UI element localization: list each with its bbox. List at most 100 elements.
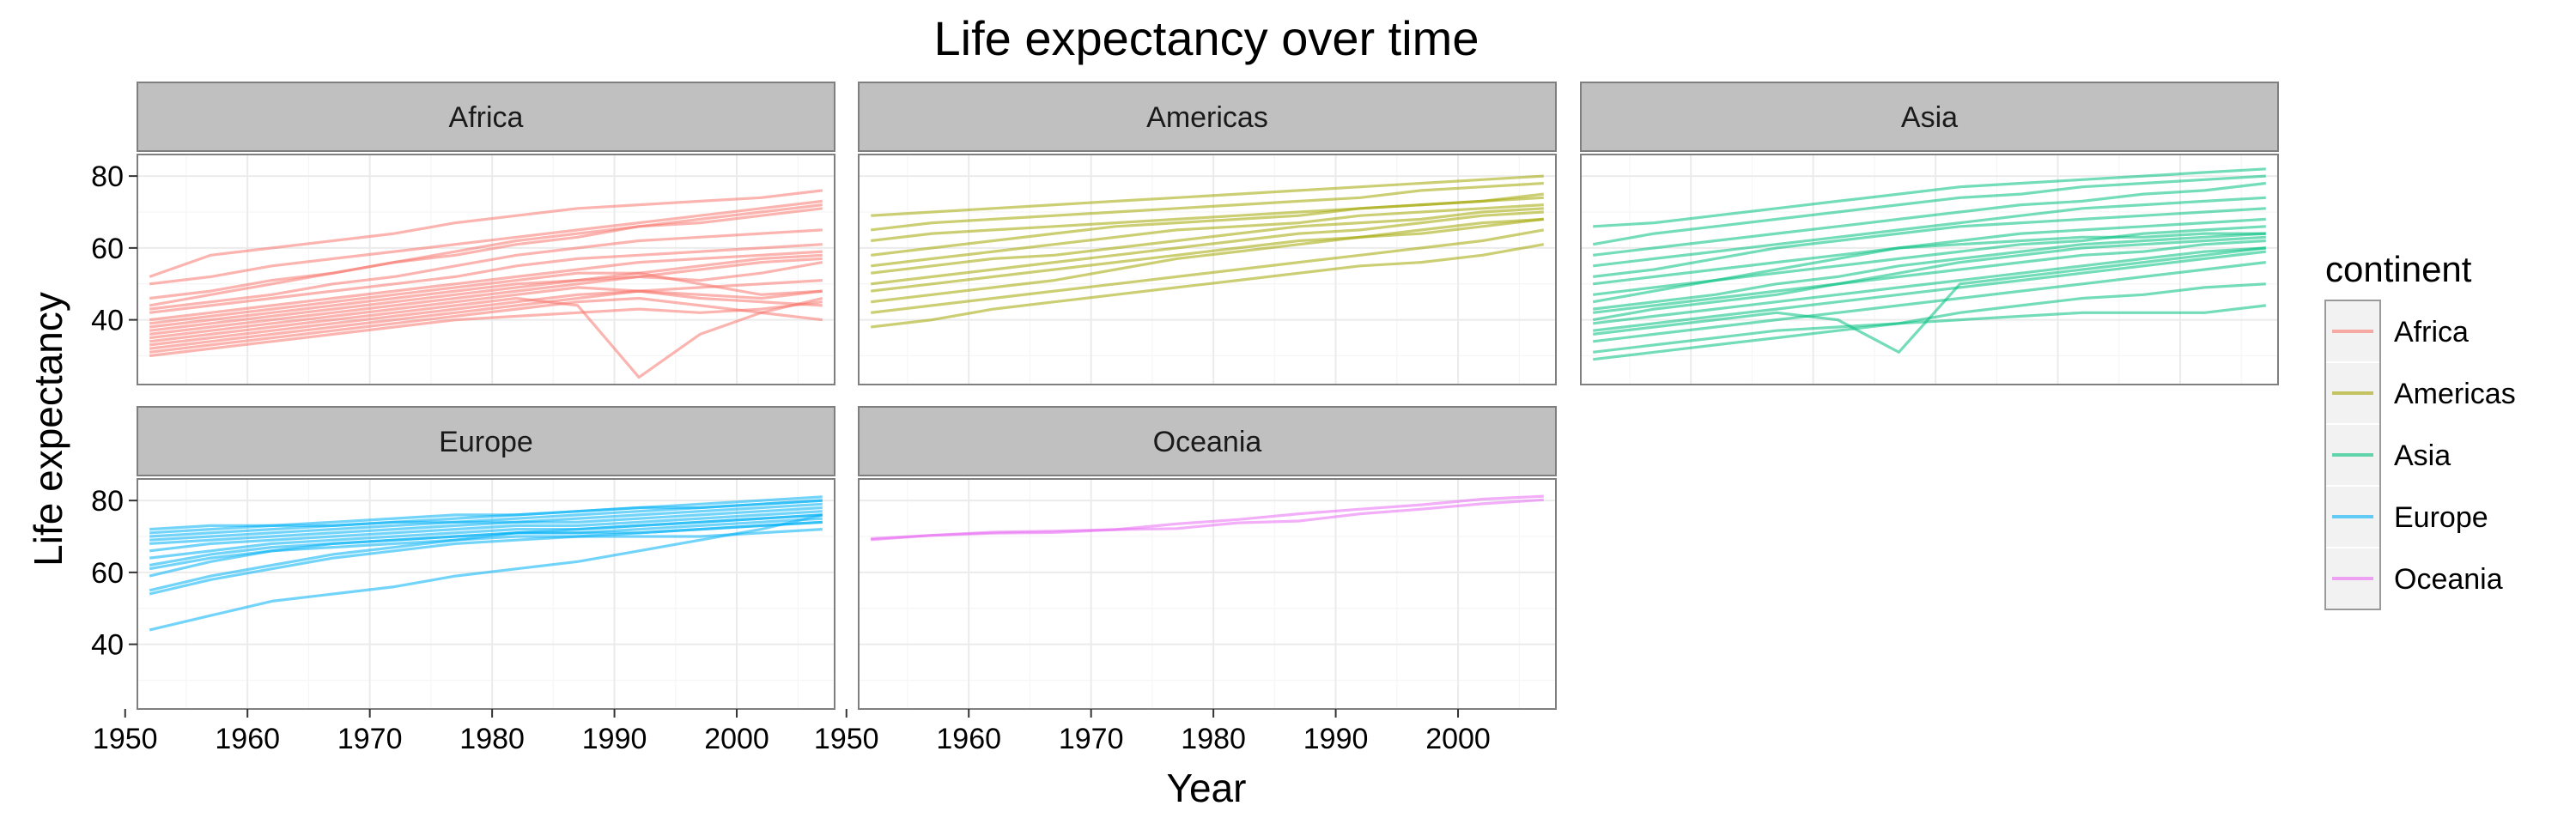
facet-panels: Africa 40 60 80 Americas Asia Europe 40 60 80 1950… [91, 82, 2279, 755]
x-tick-label: 1950 [93, 723, 158, 755]
series-line-africa-4 [149, 207, 823, 307]
x-tick-label: 1970 [337, 723, 403, 755]
legend-label-africa: Africa [2394, 316, 2469, 348]
series-line-asia-15 [1593, 261, 2266, 343]
series-line-asia-3 [1593, 181, 2266, 257]
x-tick-label: 1950 [814, 723, 879, 755]
series-line-africa-14 [149, 289, 823, 347]
series-line-africa-9 [149, 261, 823, 329]
series-line-asia-2 [1592, 174, 2266, 246]
panel-border [137, 154, 835, 385]
series-line-europe-3 [149, 499, 823, 538]
facet-strip-americas [858, 82, 1557, 152]
x-axis-title: Year [1167, 766, 1247, 810]
y-tick-label: 60 [91, 233, 124, 265]
series-line-africa-2 [149, 199, 823, 286]
legend-item-africa: Africa [2324, 300, 2469, 363]
series-line-oceania-2 [871, 498, 1544, 541]
series-line-africa-7 [149, 250, 823, 322]
y-tick-label: 80 [91, 161, 124, 193]
panel-background [137, 154, 835, 385]
series-line-europe-4 [149, 502, 823, 542]
series-line-asia-9 [1593, 232, 2266, 311]
series-line-americas-1 [871, 174, 1544, 217]
series-line-asia-5 [1593, 207, 2266, 278]
series-line-americas-7 [871, 210, 1544, 286]
series-line-africa-10 [149, 253, 823, 332]
legend-label-europe: Europe [2394, 501, 2488, 534]
panel-border [858, 478, 1557, 710]
series-line-africa-5 [149, 228, 823, 311]
series-line-africa-3 [149, 203, 823, 300]
facet-strip-label: Americas [1146, 101, 1268, 134]
series-line-europe-6 [149, 510, 823, 553]
facet-strip-europe [137, 406, 835, 476]
series-line-americas-11 [871, 243, 1545, 329]
chart-title: Life expectancy over time [934, 11, 1479, 65]
panel-border [858, 154, 1557, 385]
facet-strip-label: Asia [1901, 101, 1958, 134]
facet-strip-label: Oceania [1153, 426, 1262, 458]
facet-panel-americas: Americas [858, 82, 1557, 385]
legend-label-oceania: Oceania [2394, 563, 2503, 596]
series-line-africa-17 [149, 300, 823, 358]
series-line-asia-16 [1593, 304, 2266, 354]
facet-panel-africa: Africa 40 60 80 [91, 82, 835, 385]
series-line-africa-1 [149, 189, 823, 278]
facet-panel-asia: Asia [1580, 82, 2279, 385]
series-line-africa-11 [149, 257, 823, 336]
series-line-asia-13 [1593, 250, 2266, 332]
legend-title: continent [2325, 249, 2472, 289]
facet-strip-africa [137, 82, 835, 152]
x-tick-label: 1960 [215, 723, 280, 755]
series-line-europe-5 [149, 506, 823, 545]
series-line-asia-12 [1593, 246, 2266, 325]
x-tick-label: 2000 [1425, 723, 1491, 755]
legend-key-border [2324, 300, 2381, 610]
series-line-americas-2 [871, 181, 1544, 232]
y-tick-label: 80 [91, 485, 124, 518]
panel-background [859, 154, 1556, 385]
series-line-asia-8 [1592, 232, 2266, 304]
x-tick-label: 2000 [704, 723, 769, 755]
series-line-americas-8 [871, 217, 1544, 293]
series-line-americas-4 [871, 192, 1544, 257]
y-tick-label: 40 [91, 629, 124, 662]
series-line-africa-16 [149, 296, 823, 354]
facet-strip-label: Europe [439, 426, 533, 458]
legend-label-americas: Americas [2394, 378, 2516, 410]
series-line-africa-12 [149, 286, 823, 340]
facet-strip-oceania [858, 406, 1557, 476]
series-line-asia-17 [1593, 282, 2266, 361]
x-tick-label: 1990 [582, 723, 647, 755]
series-line-asia-11 [1592, 235, 2266, 322]
y-axis-title: Life expectancy [26, 292, 70, 566]
series-line-asia-1 [1593, 167, 2266, 228]
x-tick-label: 1980 [459, 723, 525, 755]
series-line-americas-9 [871, 217, 1544, 304]
series-line-africa-13 [149, 296, 823, 379]
series-line-americas-6 [871, 207, 1544, 275]
x-tick-label: 1960 [936, 723, 1001, 755]
legend-item-asia: Asia [2324, 423, 2451, 487]
series-line-europe-13 [149, 513, 823, 632]
legend: continent Africa Americas Asia Europe Oceani… [2324, 249, 2516, 610]
series-line-asia-6 [1593, 217, 2266, 286]
x-tick-label: 1990 [1303, 723, 1369, 755]
y-tick-label: 60 [91, 557, 124, 590]
facet-strip-label: Africa [449, 101, 524, 134]
series-line-europe-11 [149, 517, 823, 592]
series-line-asia-10 [1593, 239, 2266, 314]
y-tick-label: 40 [91, 305, 124, 337]
series-line-asia-4 [1593, 196, 2266, 268]
series-line-europe-10 [149, 513, 823, 578]
series-line-africa-15 [149, 279, 823, 350]
series-line-africa-6 [149, 243, 823, 314]
series-line-americas-10 [871, 228, 1545, 314]
legend-label-asia: Asia [2394, 439, 2451, 472]
legend-item-americas: Americas [2324, 361, 2516, 425]
panel-background [1581, 154, 2278, 385]
panel-border [137, 478, 835, 710]
series-line-europe-12 [149, 520, 823, 596]
